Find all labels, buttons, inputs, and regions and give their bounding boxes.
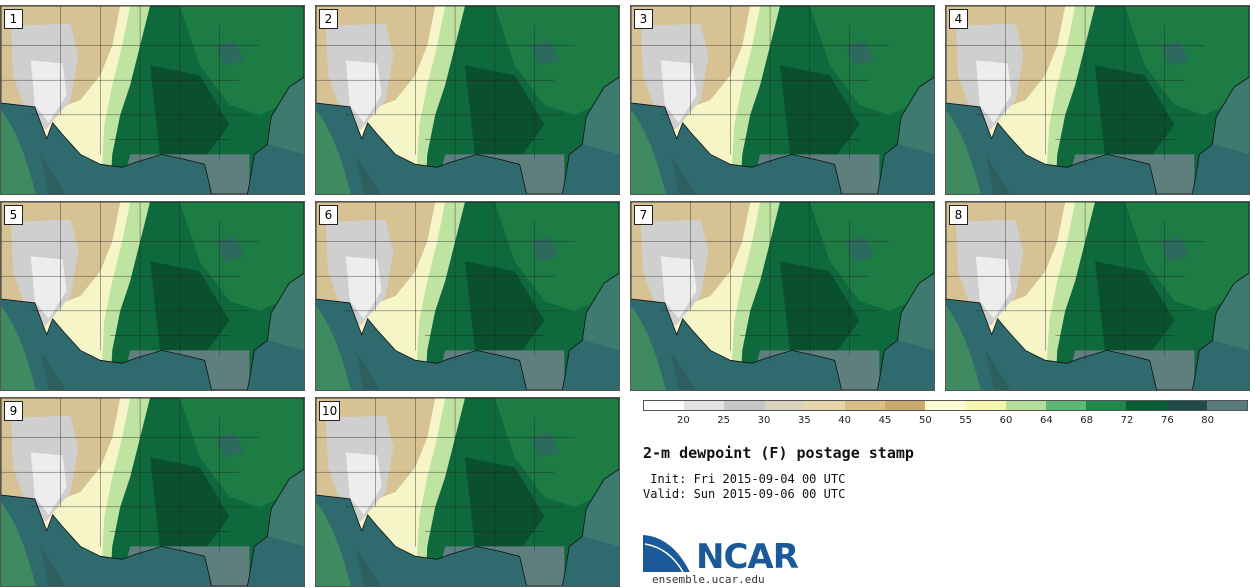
postage-stamp-5[interactable]: 5 — [0, 201, 305, 391]
postage-stamp-2[interactable]: 2 — [315, 5, 620, 195]
colorbar-tick: 50 — [918, 415, 932, 426]
member-number: 3 — [634, 9, 653, 29]
colorbar-swatch — [845, 401, 886, 410]
colorbar-tick: 80 — [1201, 415, 1215, 426]
postage-stamp-6[interactable]: 6 — [315, 201, 620, 391]
member-number: 2 — [319, 9, 338, 29]
colorbar-swatch — [925, 401, 966, 410]
colorbar-swatch — [764, 401, 805, 410]
colorbar-swatch — [1126, 401, 1167, 410]
member-number: 10 — [319, 401, 341, 421]
colorbar-tick: 20 — [676, 415, 690, 426]
colorbar-tick: 64 — [1039, 415, 1053, 426]
colorbar-tick: 35 — [797, 415, 811, 426]
postage-stamp-8[interactable]: 8 — [945, 201, 1250, 391]
colorbar-swatch — [1005, 401, 1047, 410]
colorbar-tick: 68 — [1080, 415, 1094, 426]
postage-stamp-9[interactable]: 9 — [0, 397, 305, 587]
plot-title: 2-m dewpoint (F) postage stamp — [643, 444, 914, 462]
postage-stamp-10[interactable]: 10 — [315, 397, 620, 587]
colorbar-swatch — [724, 401, 765, 410]
colorbar — [643, 400, 1248, 411]
init-time: Init: Fri 2015-09-04 00 UTC — [643, 472, 846, 486]
postage-stamp-1[interactable]: 1 — [0, 5, 305, 195]
member-number: 5 — [4, 205, 23, 225]
postage-stamp-3[interactable]: 3 — [630, 5, 935, 195]
dewpoint-map — [946, 6, 1249, 194]
colorbar-tick: 40 — [838, 415, 852, 426]
colorbar-swatch — [684, 401, 725, 410]
dewpoint-map — [316, 398, 619, 586]
colorbar-tick: 45 — [878, 415, 892, 426]
member-number: 8 — [949, 205, 968, 225]
colorbar-tick: 25 — [717, 415, 731, 426]
colorbar-tick: 55 — [959, 415, 973, 426]
member-number: 9 — [4, 401, 23, 421]
member-number: 1 — [4, 9, 23, 29]
dewpoint-map — [1, 6, 304, 194]
dewpoint-map — [631, 202, 934, 390]
dewpoint-map — [631, 6, 934, 194]
colorbar-swatch — [885, 401, 926, 410]
ncar-logo-text: NCAR — [696, 537, 799, 577]
colorbar-swatch — [1086, 401, 1127, 410]
member-number: 7 — [634, 205, 653, 225]
colorbar-swatch — [1166, 401, 1207, 410]
member-number: 6 — [319, 205, 338, 225]
colorbar-tick: 60 — [999, 415, 1013, 426]
valid-time: Valid: Sun 2015-09-06 00 UTC — [643, 487, 846, 501]
dewpoint-map — [316, 6, 619, 194]
member-number: 4 — [949, 9, 968, 29]
colorbar-tick: 30 — [757, 415, 771, 426]
dewpoint-map — [1, 202, 304, 390]
postage-stamp-4[interactable]: 4 — [945, 5, 1250, 195]
colorbar-swatch — [804, 401, 846, 410]
ncar-logo-icon — [643, 533, 692, 573]
colorbar-tick: 76 — [1160, 415, 1174, 426]
postage-stamp-7[interactable]: 7 — [630, 201, 935, 391]
colorbar-tick: 72 — [1120, 415, 1134, 426]
colorbar-swatch — [1206, 401, 1248, 410]
dewpoint-map — [316, 202, 619, 390]
colorbar-swatch — [1046, 401, 1087, 410]
dewpoint-map — [1, 398, 304, 586]
colorbar-swatch — [644, 401, 685, 410]
colorbar-labels: 20 25 30 35 40 45 50 55 60 64 68 72 76 8… — [643, 415, 1248, 429]
site-url[interactable]: ensemble.ucar.edu — [652, 573, 765, 586]
colorbar-swatch — [965, 401, 1006, 410]
dewpoint-map — [946, 202, 1249, 390]
